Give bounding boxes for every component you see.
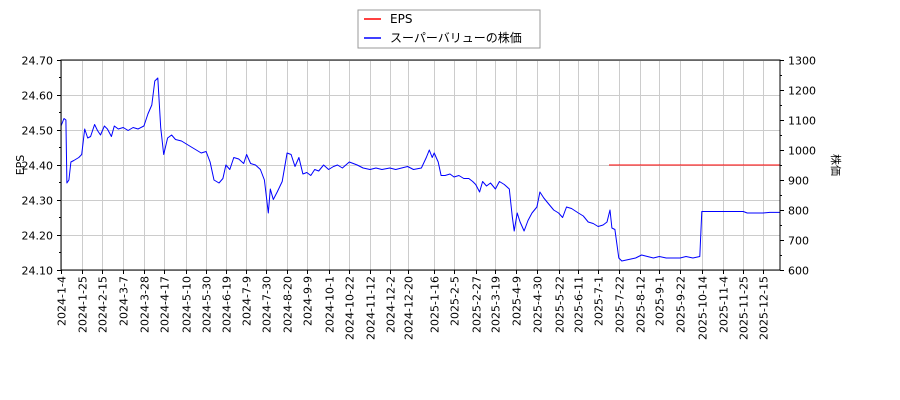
right-axis-title: 株価 <box>829 154 843 176</box>
legend-price-label: スーパーバリューの株価 <box>390 30 522 45</box>
x-tick-label: 2024-5-30 <box>201 276 214 333</box>
right-tick-label: 800 <box>788 205 809 218</box>
x-tick-label: 2024-12-20 <box>403 276 416 340</box>
x-tick-label: 2025-2-27 <box>471 276 484 333</box>
x-tick-label: 2025-9-22 <box>675 276 688 333</box>
price-line <box>60 77 780 262</box>
x-tick-label: 2024-7-30 <box>261 276 274 333</box>
x-tick-label: 2024-10-22 <box>344 276 357 340</box>
x-tick-label: 2024-7-9 <box>241 276 254 326</box>
x-tick-label: 2025-7-1 <box>593 276 606 326</box>
x-tick-label: 2024-9-9 <box>302 276 315 326</box>
x-tick-label: 2024-2-15 <box>97 276 110 333</box>
legend: EPS スーパーバリューの株価 <box>357 9 541 49</box>
right-tick-label: 1300 <box>788 55 816 68</box>
legend-box <box>357 9 541 49</box>
x-tick-label: 2025-8-12 <box>635 276 648 333</box>
left-tick-label: 24.40 <box>22 160 54 173</box>
right-tick-label: 1000 <box>788 145 816 158</box>
x-tick-label: 2025-9-1 <box>654 276 667 326</box>
right-tick-label: 700 <box>788 235 809 248</box>
x-tick-label: 2025-10-14 <box>697 276 710 340</box>
left-axis: 24.70 24.60 24.50 24.40 24.30 24.20 24.10 <box>22 55 61 278</box>
right-axis: 1300 1200 1100 1000 900 800 700 600 <box>780 55 816 278</box>
x-tick-label: 2024-3-28 <box>139 276 152 333</box>
x-tick-label: 2024-1-25 <box>77 276 90 333</box>
x-tick-label: 2025-4-30 <box>532 276 545 333</box>
left-tick-label: 24.50 <box>22 125 54 138</box>
x-tick-label: 2025-11-4 <box>718 276 731 333</box>
right-tick-label: 600 <box>788 265 809 278</box>
right-tick-label: 1200 <box>788 85 816 98</box>
x-tick-label: 2025-2-5 <box>449 276 462 326</box>
x-tick-label: 2025-11-25 <box>738 276 751 340</box>
x-tick-label: 2024-1-4 <box>56 276 69 326</box>
x-tick-label: 2024-12-2 <box>385 276 398 333</box>
x-tick-label: 2024-11-12 <box>365 276 378 340</box>
left-tick-label: 24.60 <box>22 90 54 103</box>
right-tick-label: 900 <box>788 175 809 188</box>
x-tick-label: 2025-12-15 <box>758 276 771 340</box>
left-tick-label: 24.10 <box>22 265 54 278</box>
x-tick-label: 2025-6-11 <box>573 276 586 333</box>
left-tick-label: 24.30 <box>22 195 54 208</box>
x-tick-label: 2024-4-17 <box>159 276 172 333</box>
x-tick-label: 2025-5-22 <box>554 276 567 333</box>
x-axis: 2024-1-4 2024-1-25 2024-2-15 2024-3-7 2024-3… <box>56 270 771 340</box>
left-axis-title: EPS <box>14 155 27 176</box>
x-tick-label: 2025-3-19 <box>490 276 503 333</box>
right-tick-label: 1100 <box>788 115 816 128</box>
x-tick-label: 2024-3-7 <box>118 276 131 326</box>
x-tick-label: 2024-5-10 <box>181 276 194 333</box>
left-tick-label: 24.20 <box>22 230 54 243</box>
x-tick-label: 2025-4-9 <box>511 276 524 326</box>
left-tick-label: 24.70 <box>22 55 54 68</box>
legend-eps-label: EPS <box>390 12 412 26</box>
x-tick-label: 2025-7-22 <box>614 276 627 333</box>
x-tick-label: 2025-1-16 <box>429 276 442 333</box>
x-tick-label: 2024-6-19 <box>221 276 234 333</box>
x-tick-label: 2024-8-20 <box>282 276 295 333</box>
data-series <box>60 77 780 262</box>
x-tick-label: 2024-10-1 <box>324 276 337 333</box>
